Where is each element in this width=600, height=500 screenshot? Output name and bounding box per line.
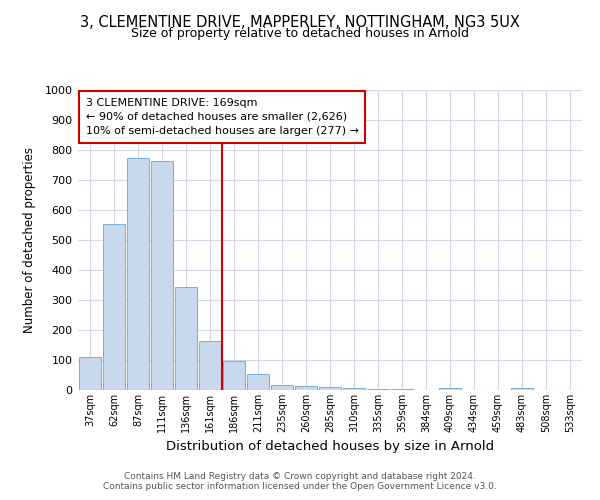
Text: Contains public sector information licensed under the Open Government Licence v3: Contains public sector information licen…: [103, 482, 497, 491]
Bar: [151, 160, 173, 390]
Text: 3 CLEMENTINE DRIVE: 169sqm
← 90% of detached houses are smaller (2,626)
10% of s: 3 CLEMENTINE DRIVE: 169sqm ← 90% of deta…: [86, 98, 359, 136]
Text: Size of property relative to detached houses in Arnold: Size of property relative to detached ho…: [131, 28, 469, 40]
X-axis label: Distribution of detached houses by size in Arnold: Distribution of detached houses by size …: [166, 440, 494, 454]
Bar: [127, 158, 149, 390]
Bar: [271, 385, 293, 390]
Bar: [247, 374, 269, 390]
Bar: [103, 224, 125, 390]
Bar: [391, 389, 413, 390]
Bar: [199, 341, 221, 390]
Bar: [511, 388, 533, 390]
Bar: [223, 361, 245, 390]
Bar: [175, 286, 197, 390]
Bar: [295, 386, 317, 390]
Bar: [367, 388, 389, 390]
Text: 3, CLEMENTINE DRIVE, MAPPERLEY, NOTTINGHAM, NG3 5UX: 3, CLEMENTINE DRIVE, MAPPERLEY, NOTTINGH…: [80, 15, 520, 30]
Bar: [79, 357, 101, 390]
Y-axis label: Number of detached properties: Number of detached properties: [23, 147, 36, 333]
Bar: [439, 388, 461, 390]
Bar: [343, 388, 365, 390]
Bar: [319, 388, 341, 390]
Text: Contains HM Land Registry data © Crown copyright and database right 2024.: Contains HM Land Registry data © Crown c…: [124, 472, 476, 481]
